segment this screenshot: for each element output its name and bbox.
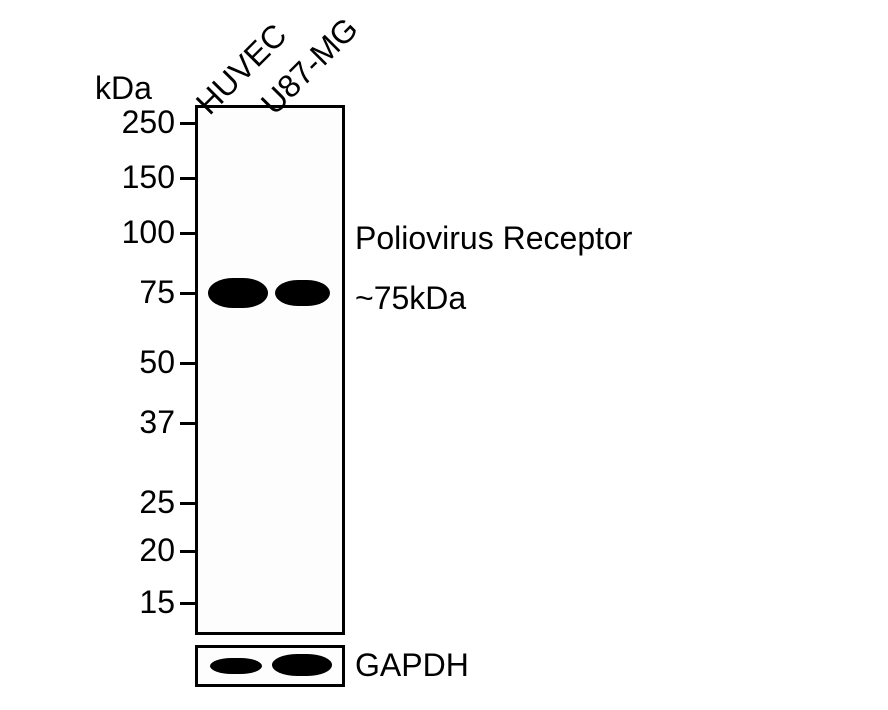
western-blot-figure: kDa 250 150 100 75 50 37 25 20 15 HUVEC … — [0, 0, 888, 710]
mw-tick-2 — [180, 232, 195, 235]
band-main-lane0 — [208, 278, 268, 308]
unit-label: kDa — [95, 70, 152, 107]
band-size-label: ~75kDa — [355, 280, 466, 317]
mw-tick-0 — [180, 122, 195, 125]
mw-marker-3: 75 — [100, 274, 175, 311]
mw-marker-2: 100 — [100, 214, 175, 251]
mw-marker-1: 150 — [100, 159, 175, 196]
mw-tick-7 — [180, 550, 195, 553]
band-main-lane1 — [275, 280, 330, 306]
mw-tick-3 — [180, 292, 195, 295]
mw-tick-4 — [180, 362, 195, 365]
mw-marker-7: 20 — [100, 532, 175, 569]
mw-tick-1 — [180, 177, 195, 180]
band-ctrl-lane1 — [272, 654, 332, 676]
mw-tick-8 — [180, 602, 195, 605]
loading-control-label: GAPDH — [355, 647, 469, 684]
mw-tick-6 — [180, 502, 195, 505]
mw-marker-5: 37 — [100, 404, 175, 441]
mw-marker-4: 50 — [100, 344, 175, 381]
mw-marker-0: 250 — [100, 104, 175, 141]
main-blot-membrane — [195, 105, 345, 635]
target-protein-label: Poliovirus Receptor — [355, 220, 632, 257]
mw-tick-5 — [180, 422, 195, 425]
band-ctrl-lane0 — [210, 658, 262, 674]
mw-marker-6: 25 — [100, 484, 175, 521]
mw-marker-8: 15 — [100, 584, 175, 621]
